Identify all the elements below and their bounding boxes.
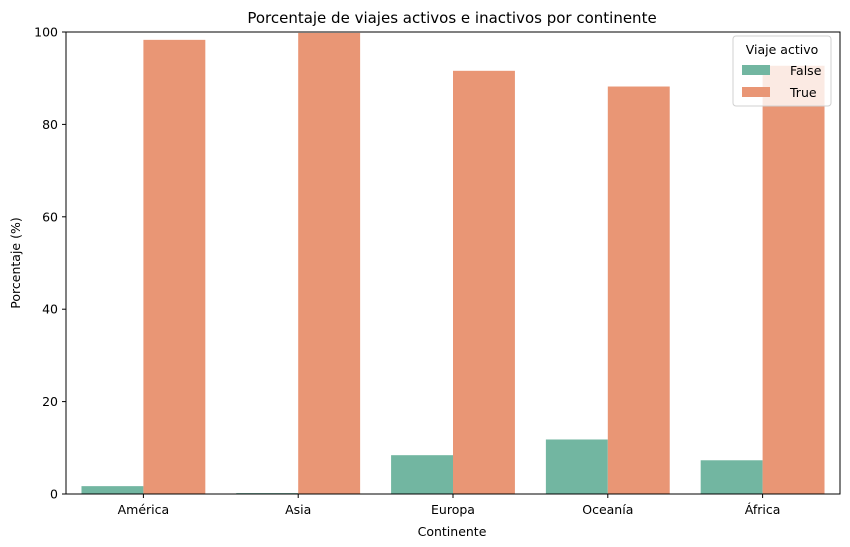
x-tick-label-europa: Europa [431,502,475,517]
y-axis-title: Porcentaje (%) [8,217,23,308]
bar-africa-true [762,65,825,494]
y-tick-label-100: 100 [34,25,58,40]
bar-asia-true [298,32,361,495]
bar-europa-true [453,70,515,494]
x-axis-title: Continente [418,524,487,539]
legend-swatch-true [742,87,770,97]
x-tick-label-asia: Asia [285,502,311,517]
y-tick-label-80: 80 [42,117,58,132]
bar-america-true [143,39,206,494]
bar-africa-false [700,460,763,494]
x-tick-label-america: América [118,502,170,517]
bar-europa-false [391,455,453,494]
legend-swatch-false [742,65,770,75]
x-tick-label-oceania: Oceanía [582,502,633,517]
bar-america-false [81,486,144,494]
legend: Viaje activo False True [732,35,832,107]
legend-label-false: False [790,63,822,78]
legend-label-true: True [789,85,817,100]
bar-oceania-false [545,439,608,494]
y-tick-label-40: 40 [42,302,58,317]
bar-oceania-true [607,86,670,495]
bars-layer [81,32,825,495]
axes-layer: América Asia Europa Oceanía África 0 20 40 60 80 1… [34,25,841,517]
y-tick-label-60: 60 [42,209,58,224]
x-tick-label-africa: África [745,502,781,517]
y-tick-label-0: 0 [50,487,58,502]
y-tick-label-20: 20 [42,394,58,409]
legend-title: Viaje activo [746,42,819,57]
chart-title: Porcentaje de viajes activos e inactivos… [247,9,656,27]
